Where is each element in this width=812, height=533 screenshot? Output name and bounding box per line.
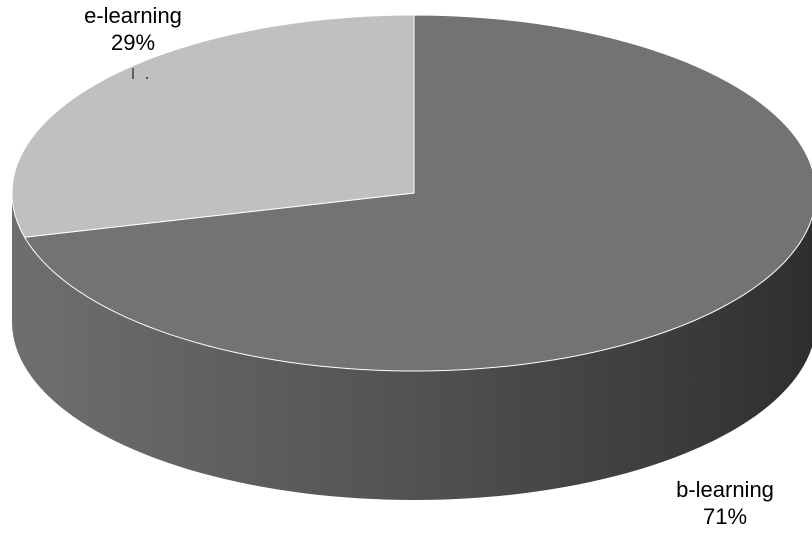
slice-label-e-learning: e-learning 29% (68, 2, 198, 56)
slice-name: b-learning (676, 477, 774, 502)
slice-percent: 71% (702, 504, 748, 529)
slice-percent: 29% (110, 30, 156, 55)
pie-slice-b-learning (23, 14, 812, 372)
leader-lines (132, 68, 148, 79)
pie-slice-e-learning (11, 14, 415, 238)
slice-name: e-learning (84, 3, 182, 28)
pie-side-wall (12, 193, 812, 500)
pie-side-surface (12, 193, 812, 500)
slice-label-b-learning: b-learning 71% (660, 476, 790, 530)
leader-dot-e-learning (146, 77, 148, 79)
pie-top-face (11, 14, 812, 372)
